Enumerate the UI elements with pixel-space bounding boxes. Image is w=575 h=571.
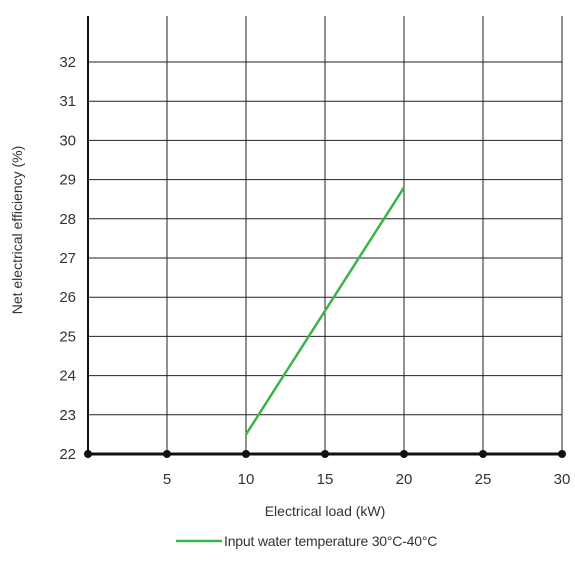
x-tick-label: 20	[396, 471, 413, 488]
x-tick-label: 5	[163, 471, 171, 488]
x-axis-dot	[84, 450, 92, 458]
y-tick-label: 27	[59, 250, 76, 267]
y-tick-label: 28	[59, 211, 76, 228]
y-tick-label: 29	[59, 172, 76, 189]
x-axis-dot	[479, 450, 487, 458]
series-layer	[244, 186, 406, 436]
x-axis-dot	[321, 450, 329, 458]
axes	[84, 16, 566, 458]
y-tick-label: 31	[59, 93, 76, 110]
y-tick-label: 30	[59, 132, 76, 149]
tick-labels: 22 23 24 25 26 27 28 29 30 31 32 5 10 15 20 25 30	[59, 54, 570, 488]
grid	[88, 16, 563, 454]
x-tick-label: 30	[554, 471, 571, 488]
y-tick-label: 26	[59, 289, 76, 306]
y-tick-label: 32	[59, 54, 76, 71]
y-tick-label: 22	[59, 446, 76, 463]
x-axis-dot	[558, 450, 566, 458]
x-tick-label: 25	[475, 471, 492, 488]
legend-label: Input water temperature 30°C-40°C	[224, 533, 437, 549]
x-axis-dot	[163, 450, 171, 458]
legend: Input water temperature 30°C-40°C	[176, 533, 437, 549]
x-axis-dot	[242, 450, 250, 458]
y-axis-label: Net electrical efficiency (%)	[9, 146, 25, 315]
y-tick-label: 24	[59, 368, 76, 385]
y-tick-label: 25	[59, 328, 76, 345]
x-tick-label: 10	[238, 471, 255, 488]
x-axis-dot	[400, 450, 408, 458]
y-tick-label: 23	[59, 407, 76, 424]
series-line	[244, 186, 406, 436]
x-axis-label: Electrical load (kW)	[265, 503, 386, 519]
x-tick-label: 15	[317, 471, 334, 488]
